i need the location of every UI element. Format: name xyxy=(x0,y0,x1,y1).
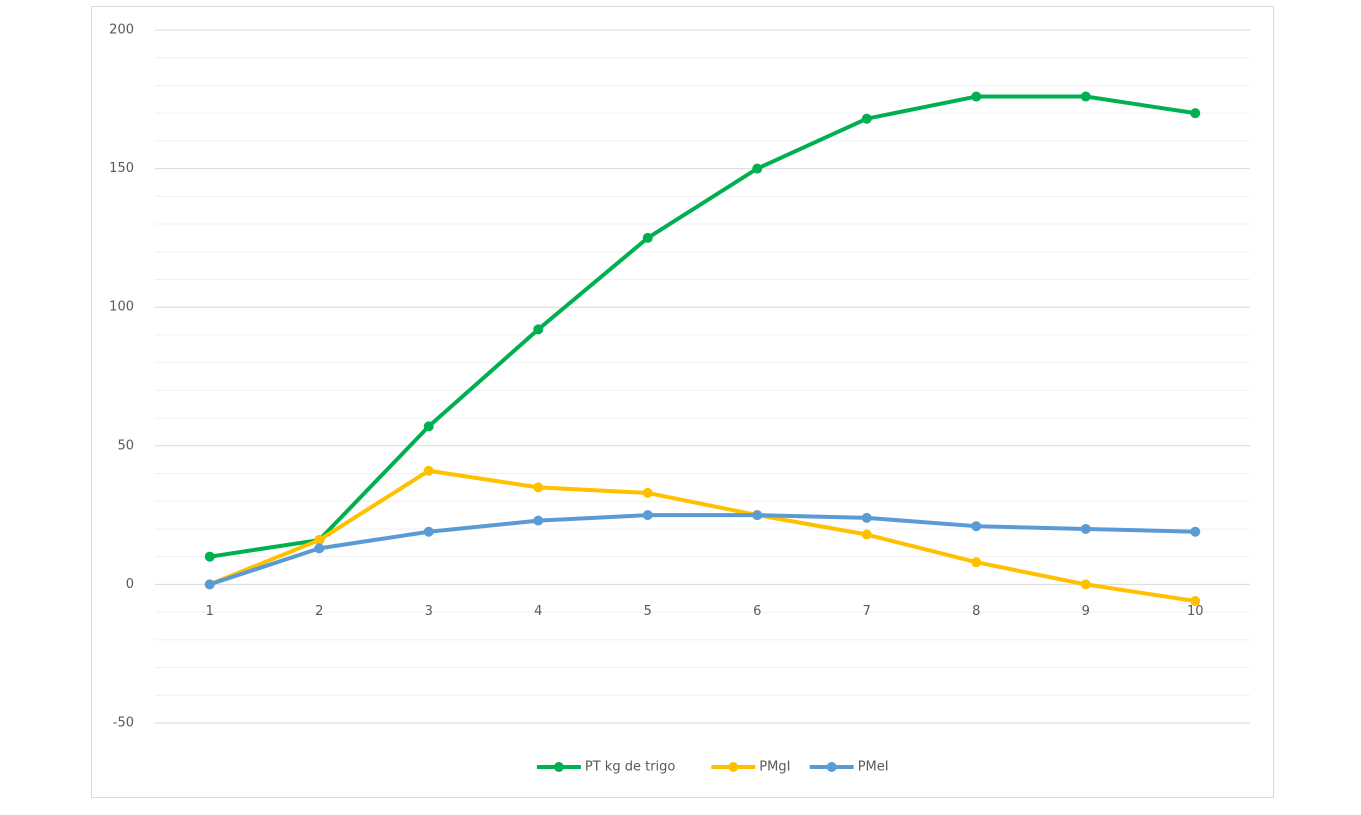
data-point xyxy=(314,535,325,546)
data-point xyxy=(752,510,763,521)
x-tick-label: 10 xyxy=(1187,604,1204,619)
data-point xyxy=(533,515,544,526)
data-point xyxy=(1080,579,1091,590)
data-point xyxy=(533,482,544,493)
data-point xyxy=(423,526,434,537)
data-point xyxy=(971,91,982,102)
data-point xyxy=(642,232,653,243)
series-line xyxy=(209,94,1196,559)
y-tick-label: -50 xyxy=(113,716,134,731)
data-point xyxy=(861,113,872,124)
y-tick-label: 100 xyxy=(109,300,134,315)
data-point xyxy=(1080,523,1091,534)
x-tick-label: 2 xyxy=(315,604,323,619)
y-tick-label: 150 xyxy=(109,161,134,176)
data-point xyxy=(861,512,872,523)
series-line xyxy=(208,468,1196,604)
legend-label: PMgI xyxy=(759,760,790,775)
y-tick-label: 50 xyxy=(117,438,134,453)
legend-marker xyxy=(553,762,564,772)
x-tick-label: 6 xyxy=(753,604,761,619)
series-line xyxy=(209,513,1196,587)
legend-label: PMeI xyxy=(858,760,889,775)
data-point xyxy=(204,551,215,562)
data-point xyxy=(423,465,434,476)
x-tick-label: 9 xyxy=(1082,604,1090,619)
x-tick-label: 1 xyxy=(206,604,214,619)
legend-label: PT kg de trigo xyxy=(585,760,676,775)
data-point xyxy=(752,163,763,174)
data-point xyxy=(423,421,434,432)
legend-marker xyxy=(728,762,739,772)
data-point xyxy=(314,543,325,554)
data-point xyxy=(1190,596,1201,607)
x-tick-label: 5 xyxy=(644,604,652,619)
data-point xyxy=(642,510,653,521)
y-tick-label: 200 xyxy=(109,23,134,38)
data-point xyxy=(861,529,872,540)
data-point xyxy=(533,324,544,335)
data-point xyxy=(204,579,215,590)
data-point xyxy=(1190,108,1201,119)
data-point xyxy=(1080,91,1091,102)
data-point xyxy=(971,521,982,532)
x-tick-label: 7 xyxy=(863,604,871,619)
x-tick-label: 3 xyxy=(425,604,433,619)
data-point xyxy=(642,487,653,498)
y-tick-label: 0 xyxy=(126,577,134,592)
x-tick-label: 4 xyxy=(534,604,542,619)
x-tick-label: 8 xyxy=(972,604,980,619)
legend-marker xyxy=(826,762,837,772)
data-point xyxy=(971,557,982,568)
data-point xyxy=(1190,526,1201,537)
chart-border xyxy=(91,6,1274,798)
